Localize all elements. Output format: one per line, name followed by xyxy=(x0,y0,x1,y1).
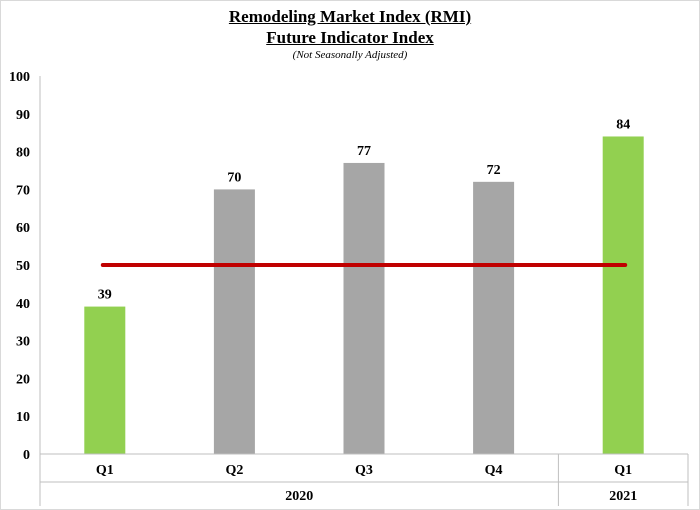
x-tick-label: Q1 xyxy=(96,463,114,478)
bar xyxy=(473,181,515,454)
x-group-label: 2020 xyxy=(285,489,313,504)
y-tick-label: 100 xyxy=(9,70,30,85)
data-label: 84 xyxy=(616,117,630,132)
y-tick-label: 30 xyxy=(16,335,30,350)
data-label: 77 xyxy=(357,144,371,159)
chart-note: (Not Seasonally Adjusted) xyxy=(292,49,408,61)
x-group-label: 2021 xyxy=(609,489,637,504)
bar xyxy=(213,189,255,454)
bar xyxy=(84,306,126,454)
x-axis: Q1 Q2 Q3 Q4 Q1 2020 2021 xyxy=(39,453,689,506)
y-tick-label: 10 xyxy=(16,410,30,425)
x-tick-label: Q2 xyxy=(225,463,243,478)
y-tick-label: 0 xyxy=(23,448,30,463)
y-tick-label: 60 xyxy=(16,221,30,236)
y-tick-label: 20 xyxy=(16,372,30,387)
y-tick-label: 80 xyxy=(16,146,30,161)
axes: 0 10 20 30 40 50 60 70 80 90 100 xyxy=(9,70,41,463)
x-tick-label: Q4 xyxy=(485,463,503,478)
data-label: 72 xyxy=(487,163,501,178)
data-label: 70 xyxy=(227,170,241,185)
chart-title: Remodeling Market Index (RMI) xyxy=(228,7,472,26)
data-label: 39 xyxy=(98,288,112,303)
bar xyxy=(343,162,385,454)
y-tick-label: 40 xyxy=(16,297,30,312)
x-tick-label: Q1 xyxy=(614,463,632,478)
bars xyxy=(84,136,644,455)
x-tick-label: Q3 xyxy=(355,463,373,478)
data-labels: 39 70 77 72 84 xyxy=(98,117,630,302)
chart-subtitle: Future Indicator Index xyxy=(266,28,434,47)
y-tick-label: 50 xyxy=(16,259,30,274)
bar xyxy=(602,136,644,455)
y-tick-label: 70 xyxy=(16,183,30,198)
y-tick-label: 90 xyxy=(16,108,30,123)
